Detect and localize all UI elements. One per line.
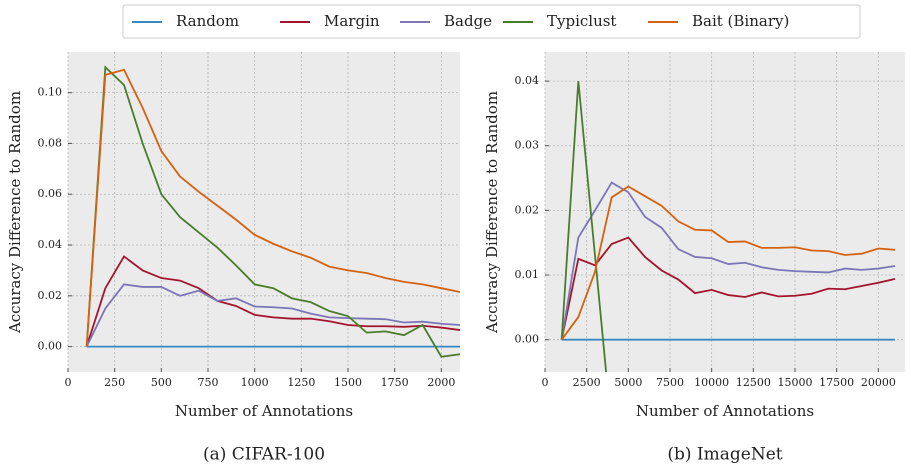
x-tick-label: 750 (198, 376, 219, 389)
x-tick-label: 7500 (656, 376, 684, 389)
x-tick-label: 1750 (381, 376, 409, 389)
legend-label: Random (176, 12, 239, 30)
series-line (560, 236, 896, 340)
series-line (560, 181, 896, 340)
series-line (85, 255, 460, 347)
x-tick-label: 1250 (287, 376, 315, 389)
x-tick-label: 5000 (614, 376, 642, 389)
caption: (b) ImageNet (667, 445, 782, 465)
x-axis-label: Number of Annotations (636, 402, 814, 420)
legend-label: Typiclust (547, 12, 616, 30)
y-tick-label: 0.00 (515, 333, 540, 346)
y-tick-label: 0.02 (38, 289, 63, 302)
x-tick-label: 20000 (861, 376, 896, 389)
legend: Random Margin Badge Typiclust Bait (Binary) (132, 12, 789, 30)
x-tick-label: 1000 (241, 376, 269, 389)
y-tick-label: 0.02 (515, 203, 540, 216)
y-tick-label: 0.00 (38, 340, 63, 353)
y-tick-label: 0.08 (38, 136, 63, 149)
y-tick-label: 0.04 (515, 74, 540, 87)
x-tick-label: 500 (151, 376, 172, 389)
x-tick-label: 0 (65, 376, 72, 389)
legend-label: Bait (Binary) (692, 12, 789, 30)
y-tick-label: 0.03 (515, 139, 540, 152)
x-tick-label: 1500 (334, 376, 362, 389)
x-tick-label: 2500 (573, 376, 601, 389)
series-line (85, 283, 460, 347)
x-tick-label: 2000 (427, 376, 455, 389)
x-axis-label: Number of Annotations (175, 402, 353, 420)
plot-area (68, 52, 460, 372)
series-line (85, 68, 460, 347)
x-tick-label: 250 (104, 376, 125, 389)
legend-label: Badge (444, 12, 492, 30)
y-tick-label: 0.10 (38, 86, 63, 99)
x-tick-label: 0 (542, 376, 549, 389)
x-tick-label: 17500 (819, 376, 854, 389)
y-tick-label: 0.06 (38, 187, 63, 200)
plot-area (545, 52, 905, 372)
y-tick-label: 0.04 (38, 238, 63, 251)
legend-box (122, 4, 861, 39)
x-tick-label: 12500 (736, 376, 771, 389)
y-axis-label: Accuracy Difference to Random (483, 91, 501, 334)
legend-label: Margin (324, 12, 380, 30)
series-line (560, 185, 896, 341)
y-axis-label: Accuracy Difference to Random (6, 91, 24, 334)
x-tick-label: 15000 (778, 376, 813, 389)
series-line (85, 65, 460, 358)
series-line (560, 81, 608, 372)
caption: (a) CIFAR-100 (203, 445, 325, 465)
y-tick-label: 0.01 (515, 268, 540, 281)
x-tick-label: 10000 (694, 376, 729, 389)
